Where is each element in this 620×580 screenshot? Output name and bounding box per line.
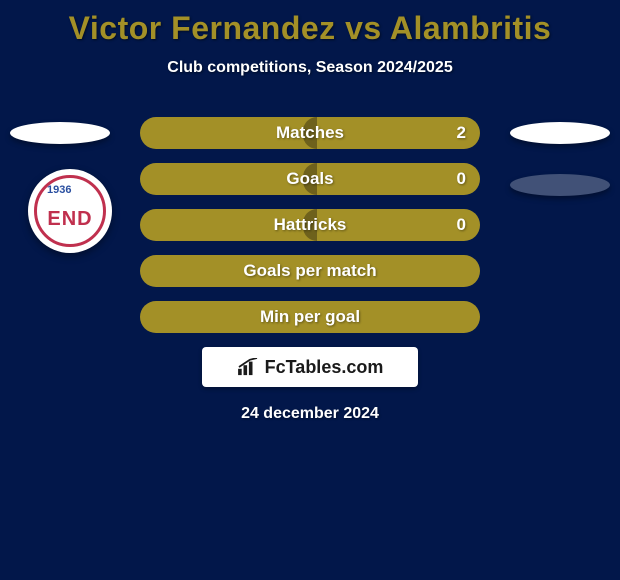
bar-value-right: 2	[457, 123, 466, 143]
brand-text: FcTables.com	[265, 357, 384, 378]
stat-bar: Goals per match	[140, 255, 480, 287]
date-text: 24 december 2024	[0, 405, 620, 423]
stat-bar: Goals 0	[140, 163, 480, 195]
chart-icon	[237, 358, 259, 376]
bar-label: Hattricks	[274, 215, 347, 235]
page-title: Victor Fernandez vs Alambritis	[0, 0, 620, 47]
stat-bars: Matches 2 Goals 0 Hattricks 0 Goals per match M…	[140, 117, 480, 333]
bar-value-right: 0	[457, 169, 466, 189]
brand-box: FcTables.com	[202, 347, 418, 387]
bar-label: Goals per match	[243, 261, 376, 281]
page-subtitle: Club competitions, Season 2024/2025	[0, 59, 620, 77]
badge-year: 1936	[47, 184, 71, 196]
bar-label: Matches	[276, 123, 344, 143]
player-right-marker-1	[510, 122, 610, 144]
badge-text: END	[47, 208, 92, 231]
player-right-marker-2	[510, 174, 610, 196]
comparison-graphic: Victor Fernandez vs Alambritis Club comp…	[0, 0, 620, 580]
club-badge-inner: 1936 END	[34, 175, 106, 247]
bar-value-right: 0	[457, 215, 466, 235]
compare-wrap: 1936 END Matches 2 Goals 0 Hattricks 0 Goals p…	[0, 117, 620, 423]
player-left-marker	[10, 122, 110, 144]
bar-label: Min per goal	[260, 307, 360, 327]
stat-bar: Min per goal	[140, 301, 480, 333]
stat-bar: Hattricks 0	[140, 209, 480, 241]
club-badge: 1936 END	[28, 169, 112, 253]
bar-label: Goals	[286, 169, 333, 189]
stat-bar: Matches 2	[140, 117, 480, 149]
